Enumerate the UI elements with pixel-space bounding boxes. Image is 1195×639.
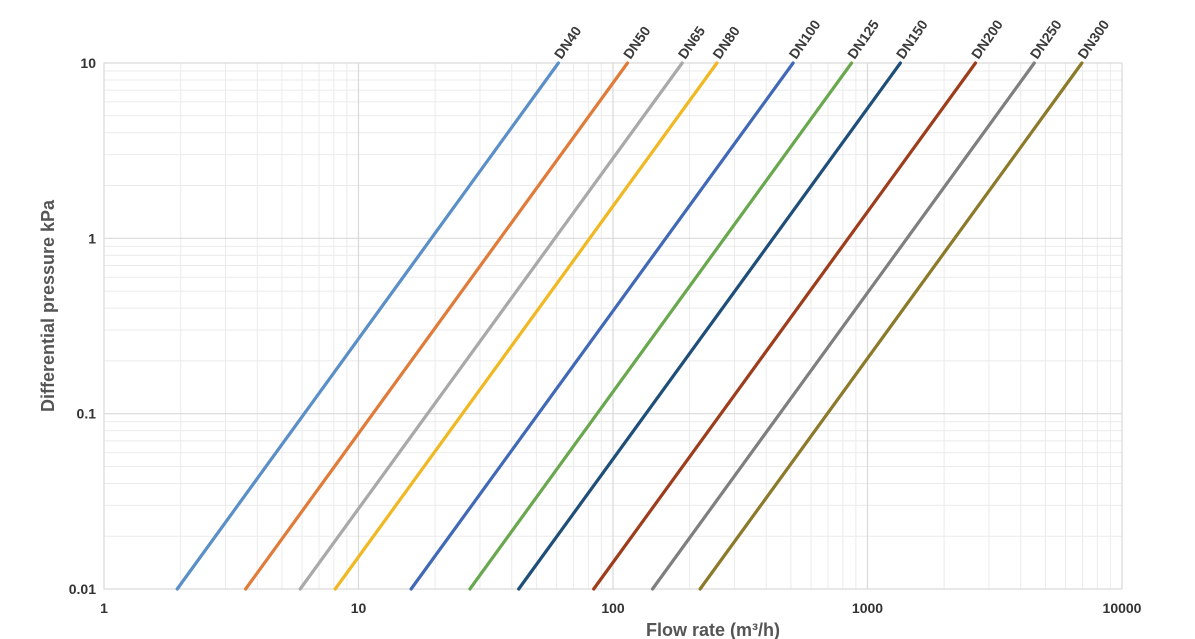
x-axis-title: Flow rate (m³/h) [646, 620, 780, 639]
major-gridlines [103, 62, 1123, 590]
series-line-dn65 [298, 61, 684, 591]
series-label-dn40: DN40 [551, 23, 585, 62]
series-label-dn65: DN65 [675, 23, 709, 62]
series-line-dn40 [175, 61, 561, 591]
series-label-dn200: DN200 [968, 17, 1006, 62]
x-tick-label: 10000 [1103, 600, 1142, 616]
series-label-dn150: DN150 [893, 17, 931, 62]
series-label-dn250: DN250 [1027, 17, 1065, 62]
series-label-dn100: DN100 [785, 17, 823, 62]
plot-area-border [103, 62, 1123, 590]
series-line-dn80 [333, 61, 719, 591]
series-label-dn80: DN80 [709, 23, 743, 62]
series-labels: DN40 DN50 DN65 DN80 DN100 DN125 DN150 DN200 DN25… [551, 17, 1113, 62]
x-tick-label: 1000 [852, 600, 883, 616]
series-label-dn50: DN50 [620, 23, 654, 62]
y-tick-label: 10 [80, 55, 96, 71]
series-line-dn300 [698, 61, 1084, 591]
series-line-dn150 [517, 61, 903, 591]
series-lines [175, 61, 1084, 591]
series-label-dn125: DN125 [844, 17, 882, 62]
y-tick-label: 1 [88, 230, 96, 246]
y-axis-title: Differential pressure kPa [38, 199, 58, 412]
series-line-dn200 [592, 61, 978, 591]
series-label-dn300: DN300 [1074, 17, 1112, 62]
y-tick-label: 0.01 [69, 581, 96, 597]
series-line-dn125 [468, 61, 854, 591]
series-line-dn50 [244, 61, 630, 591]
x-tick-label: 100 [601, 600, 625, 616]
x-tick-label: 10 [351, 600, 367, 616]
y-tick-label: 0.1 [77, 406, 97, 422]
y-tick-labels: 0.01 0.1 1 10 [69, 55, 96, 597]
x-tick-labels: 1 10 100 1000 10000 [100, 600, 1142, 616]
series-line-dn100 [409, 61, 795, 591]
x-tick-label: 1 [100, 600, 108, 616]
series-line-dn250 [650, 61, 1036, 591]
